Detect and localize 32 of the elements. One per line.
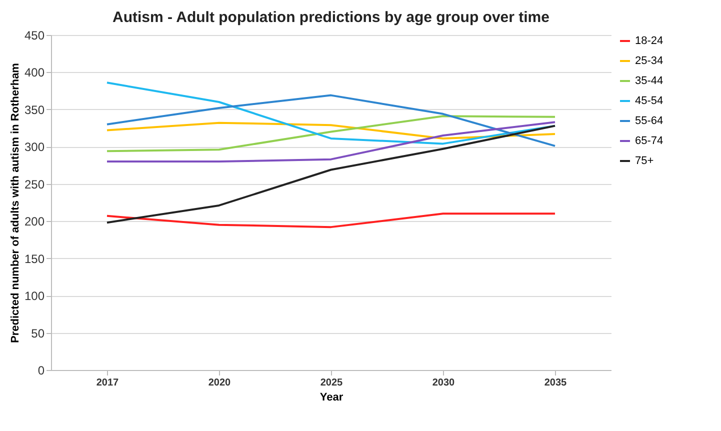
y-tick-label: 400 (24, 66, 45, 80)
line-series (106, 124, 556, 224)
legend-label: 18-24 (635, 35, 664, 47)
y-tick-label: 200 (24, 214, 45, 229)
y-tick-label: 450 (24, 28, 45, 42)
legend-label: 35-44 (635, 75, 664, 87)
y-tick-label: 150 (24, 252, 45, 266)
y-tick-label: 0 (38, 364, 45, 378)
x-tick-label: 2025 (320, 378, 344, 388)
legend-label: 65-74 (635, 135, 664, 147)
y-axis-title: Predicted number of adults with autism in Rotherham (9, 62, 22, 343)
x-axis-title: Year (320, 392, 344, 404)
x-tick-label: 2035 (544, 378, 568, 388)
line-series (106, 94, 556, 147)
line-series (106, 121, 556, 163)
legend-label: 45-54 (635, 95, 664, 107)
chart-title: Autism - Adult population predictions by age group over time (112, 9, 550, 26)
y-tick-label: 250 (24, 177, 45, 192)
x-tick-label: 2020 (208, 378, 232, 388)
y-tick-label: 100 (24, 289, 45, 304)
x-tick-label: 2030 (432, 378, 456, 388)
legend-label: 75+ (635, 155, 654, 167)
line-series (106, 212, 556, 228)
y-tick-label: 50 (31, 326, 45, 340)
y-tick-label: 350 (24, 102, 45, 117)
y-tick-label: 300 (24, 140, 45, 154)
x-tick-label: 2017 (96, 378, 120, 388)
line-series (106, 82, 556, 145)
legend-label: 55-64 (635, 115, 664, 127)
line-series (106, 115, 556, 152)
line-series (106, 122, 556, 140)
legend-label: 25-34 (635, 55, 664, 67)
